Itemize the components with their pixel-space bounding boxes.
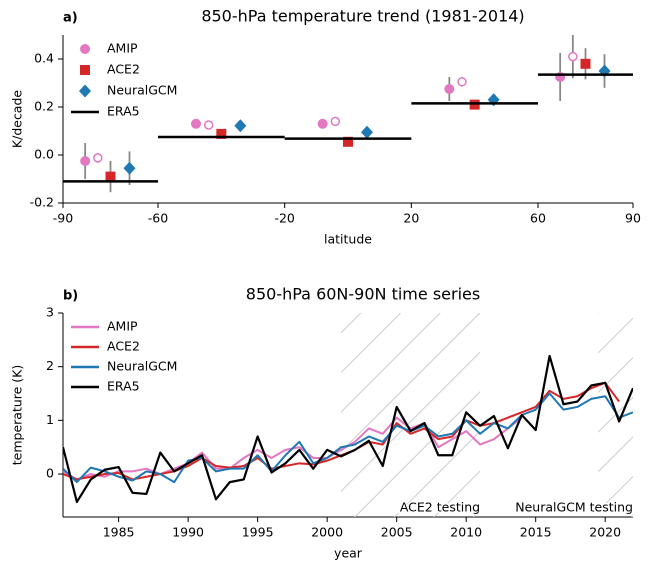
- x-tick-label: 1995: [242, 525, 274, 540]
- open-point: [203, 120, 214, 130]
- point: [444, 84, 455, 94]
- chart-title: 850-hPa temperature trend (1981-2014): [201, 7, 524, 26]
- point: [105, 171, 116, 182]
- legend-label: ERA5: [107, 379, 140, 394]
- y-tick-label: 0.4: [34, 51, 54, 66]
- x-tick-label: 90: [625, 211, 641, 226]
- annotation: NeuralGCM testing: [515, 500, 633, 515]
- x-tick-label: 1985: [103, 525, 135, 540]
- x-tick-label: 2015: [520, 525, 552, 540]
- open-point: [93, 153, 103, 163]
- legend-swatch: [80, 65, 90, 75]
- legend-label: ACE2: [107, 339, 140, 354]
- legend-label: AMIP: [107, 41, 138, 56]
- y-axis-label: temperature (K): [10, 365, 25, 466]
- point: [80, 156, 91, 166]
- y-tick-label: 0.2: [34, 99, 54, 114]
- y-tick-label: 2: [46, 358, 54, 373]
- point: [234, 119, 247, 133]
- y-tick-label: 1: [46, 412, 54, 427]
- y-tick-label: 0: [46, 466, 54, 481]
- x-tick-label: 20: [403, 211, 419, 226]
- point: [191, 118, 201, 129]
- point: [361, 125, 373, 139]
- y-axis-label: K/decade: [10, 90, 25, 149]
- y-tick-label: -0.2: [30, 195, 54, 210]
- legend-label: NeuralGCM: [107, 83, 177, 98]
- point: [317, 118, 328, 129]
- legend-label: ERA5: [107, 104, 140, 119]
- legend-label: NeuralGCM: [107, 359, 177, 374]
- x-tick-label: 60: [530, 211, 546, 226]
- hatched-region: [341, 313, 481, 517]
- series-line: [63, 354, 633, 504]
- x-tick-label: -60: [148, 211, 168, 226]
- legend-label: AMIP: [107, 319, 138, 334]
- y-tick-label: 3: [46, 305, 54, 320]
- point: [123, 161, 136, 175]
- legend-swatch: [80, 44, 90, 54]
- x-tick-label: 2005: [381, 525, 413, 540]
- open-point: [457, 77, 467, 87]
- x-axis-label: year: [334, 546, 363, 561]
- open-point: [330, 116, 341, 127]
- x-tick-label: 2000: [311, 525, 343, 540]
- legend-swatch: [79, 84, 91, 98]
- x-tick-label: 2010: [450, 525, 482, 540]
- x-tick-label: 2020: [589, 525, 621, 540]
- panel-label: a): [63, 11, 78, 26]
- chart-title: 850-hPa 60N-90N time series: [246, 285, 480, 304]
- y-tick-label: 0.0: [34, 147, 54, 162]
- x-axis-label: latitude: [324, 232, 372, 247]
- panel-label: b): [63, 289, 78, 304]
- x-tick-label: -20: [274, 211, 294, 226]
- annotation: ACE2 testing: [400, 500, 480, 515]
- point: [216, 128, 227, 139]
- series-line: [63, 392, 633, 484]
- legend-label: ACE2: [107, 62, 140, 77]
- x-tick-label: 1990: [172, 525, 204, 540]
- open-point: [568, 51, 578, 62]
- point: [580, 58, 591, 69]
- x-tick-label: -90: [53, 211, 73, 226]
- point: [343, 136, 353, 147]
